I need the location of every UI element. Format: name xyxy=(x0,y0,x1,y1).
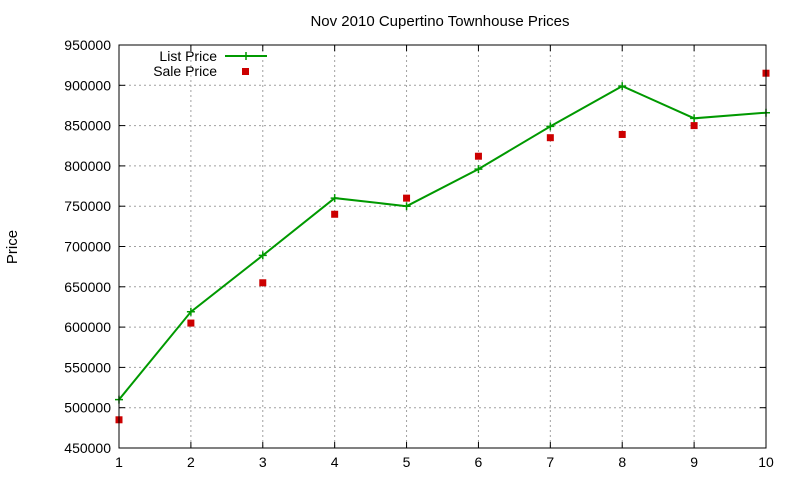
x-tick-label: 5 xyxy=(403,454,411,470)
x-tick-label: 10 xyxy=(758,454,774,470)
sale-price-point xyxy=(618,130,626,138)
legend-marker-list-price xyxy=(242,52,250,60)
legend-label-sale-price: Sale Price xyxy=(153,63,217,79)
legend-label-list-price: List Price xyxy=(159,48,217,64)
list-price-point xyxy=(546,122,555,131)
y-tick-label: 650000 xyxy=(64,279,111,295)
list-price-point xyxy=(474,165,483,174)
x-tick-label: 4 xyxy=(331,454,339,470)
y-tick-labels: 450000 500000 550000 600000 650000 700000 7500… xyxy=(64,37,111,456)
x-tick-label: 6 xyxy=(475,454,483,470)
sale-price-point xyxy=(259,279,267,287)
list-price-point xyxy=(402,202,411,211)
sale-price-point xyxy=(187,319,195,327)
list-price-point xyxy=(186,307,195,316)
series-sale-price xyxy=(115,69,770,424)
sale-price-point xyxy=(331,210,339,218)
x-tick-label: 9 xyxy=(690,454,698,470)
legend: List Price Sale Price xyxy=(153,48,267,79)
y-tick-label: 700000 xyxy=(64,239,111,255)
grid xyxy=(119,45,766,448)
y-tick-label: 900000 xyxy=(64,77,111,93)
y-tick-label: 600000 xyxy=(64,319,111,335)
list-price-point xyxy=(618,82,627,91)
plot-frame xyxy=(118,44,767,449)
x-tick-label: 8 xyxy=(618,454,626,470)
y-tick-label: 750000 xyxy=(64,198,111,214)
x-tick-label: 1 xyxy=(115,454,123,470)
legend-marker-sale-price xyxy=(242,68,249,75)
list-price-line xyxy=(118,84,767,401)
list-price-point xyxy=(690,114,699,123)
x-tick-labels: 1 2 3 4 5 6 7 8 9 10 xyxy=(115,454,774,470)
sale-price-point xyxy=(690,122,698,130)
x-tick-label: 3 xyxy=(259,454,267,470)
y-axis-label: Price xyxy=(4,230,21,264)
sale-price-point xyxy=(474,152,482,160)
y-tick-label: 800000 xyxy=(64,158,111,174)
sale-price-point xyxy=(546,134,554,142)
y-tick-label: 450000 xyxy=(64,440,111,456)
series-list-price xyxy=(115,82,770,404)
list-price-point xyxy=(330,194,339,203)
y-tick-label: 850000 xyxy=(64,118,111,134)
x-tick-label: 7 xyxy=(546,454,554,470)
sale-price-point xyxy=(403,194,411,202)
y-tick-label: 550000 xyxy=(64,359,111,375)
chart-title: Nov 2010 Cupertino Townhouse Prices xyxy=(310,13,569,30)
axis-ticks xyxy=(118,44,767,449)
list-price-point xyxy=(258,251,267,260)
x-tick-label: 2 xyxy=(187,454,195,470)
y-tick-label: 950000 xyxy=(64,37,111,53)
y-tick-label: 500000 xyxy=(64,400,111,416)
